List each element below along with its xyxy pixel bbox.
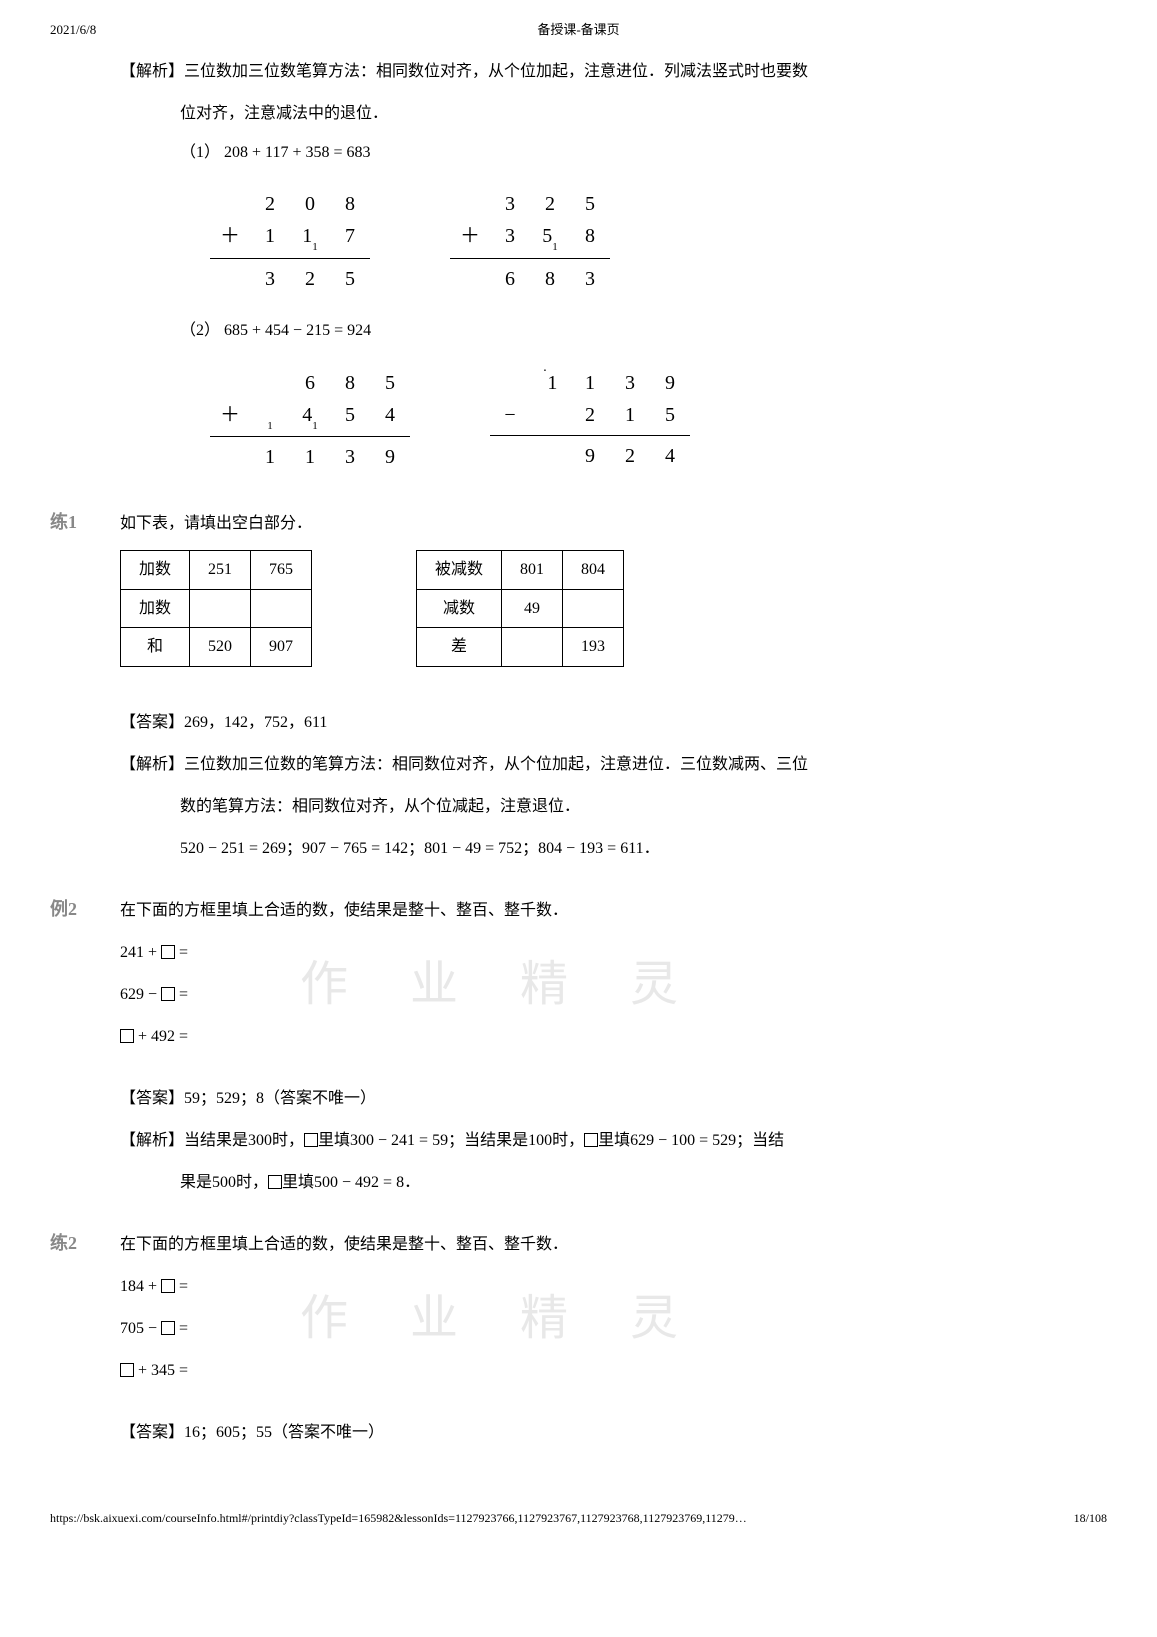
footer-page: 18/108 (1074, 1509, 1107, 1528)
box-icon (584, 1133, 598, 1147)
exercise-1: 练1 如下表，请填出空白部分． 加数251765 加数 和520907 被减数8… (120, 508, 1077, 865)
example-2: 例2 在下面的方框里填上合适的数，使结果是整十、整百、整千数． 作 业 精 灵 … (120, 895, 1077, 1199)
example-label: 例2 (50, 895, 77, 924)
answer-text: 59；529；8（答案不唯一） (184, 1090, 376, 1107)
fill-expr: + 345 = (134, 1362, 188, 1379)
exercise-label: 练2 (50, 1229, 77, 1258)
box-icon (268, 1175, 282, 1189)
page-footer: https://bsk.aixuexi.com/courseInfo.html#… (50, 1509, 1107, 1528)
answer-tag: 【答案】 (120, 1424, 184, 1441)
box-icon (304, 1133, 318, 1147)
answer-tag: 【答案】 (120, 1090, 184, 1107)
fill-expr: 629 − (120, 986, 161, 1003)
analysis-calc: 520 − 251 = 269；907 − 765 = 142；801 − 49… (180, 840, 660, 857)
vertical-subtraction-2b: ·1139 −215 924 (490, 367, 690, 474)
analysis-tag: 【解析】 (120, 63, 184, 80)
vertical-addition-1b: 325 ＋3518 683 (450, 188, 610, 295)
addition-table: 加数251765 加数 和520907 (120, 550, 312, 667)
fill-expr: 184 + (120, 1278, 161, 1295)
page-header: 2021/6/8 备授课-备课页 (50, 20, 1107, 41)
analysis-text: 当结果是300时， (184, 1132, 304, 1149)
fill-expr: + 492 = (134, 1028, 188, 1045)
box-icon (120, 1363, 134, 1377)
exercise-prompt: 如下表，请填出空白部分． (120, 515, 312, 532)
answer-text: 269，142，752，611 (184, 714, 327, 731)
analysis-text: 三位数加三位数笔算方法：相同数位对齐，从个位加起，注意进位．列减法竖式时也要数 (184, 63, 808, 80)
eq-label: （2） (180, 322, 220, 339)
analysis-text: 三位数加三位数的笔算方法：相同数位对齐，从个位加起，注意进位．三位数减两、三位 (184, 756, 808, 773)
footer-url: https://bsk.aixuexi.com/courseInfo.html#… (50, 1509, 747, 1528)
box-icon (161, 987, 175, 1001)
vertical-addition-2a: 685 ＋14154 1139 (210, 367, 410, 474)
header-date: 2021/6/8 (50, 20, 96, 41)
analysis-tag: 【解析】 (120, 756, 184, 773)
fill-expr: 241 + (120, 944, 161, 961)
header-title: 备授课-备课页 (537, 20, 619, 41)
eq-label: （1） (180, 144, 220, 161)
box-icon (161, 945, 175, 959)
vertical-addition-1a: 208 ＋1117 325 (210, 188, 370, 295)
box-icon (161, 1279, 175, 1293)
fill-expr: 705 − (120, 1320, 161, 1337)
answer-text: 16；605；55（答案不唯一） (184, 1424, 384, 1441)
analysis-text: 数的笔算方法：相同数位对齐，从个位减起，注意退位． (180, 798, 580, 815)
analysis-block-1: 【解析】三位数加三位数笔算方法：相同数位对齐，从个位加起，注意进位．列减法竖式时… (120, 56, 1077, 488)
analysis-text: 位对齐，注意减法中的退位． (180, 105, 388, 122)
example-prompt: 在下面的方框里填上合适的数，使结果是整十、整百、整千数． (120, 902, 568, 919)
box-icon (120, 1029, 134, 1043)
equation: 208 + 117 + 358 = 683 (224, 144, 370, 161)
analysis-tag: 【解析】 (120, 1132, 184, 1149)
box-icon (161, 1321, 175, 1335)
exercise-label: 练1 (50, 508, 77, 537)
answer-tag: 【答案】 (120, 714, 184, 731)
exercise-2: 练2 在下面的方框里填上合适的数，使结果是整十、整百、整千数． 作 业 精 灵 … (120, 1229, 1077, 1449)
exercise-prompt: 在下面的方框里填上合适的数，使结果是整十、整百、整千数． (120, 1236, 568, 1253)
subtraction-table: 被减数801804 减数49 差193 (416, 550, 624, 667)
equation: 685 + 454 − 215 = 924 (224, 322, 371, 339)
